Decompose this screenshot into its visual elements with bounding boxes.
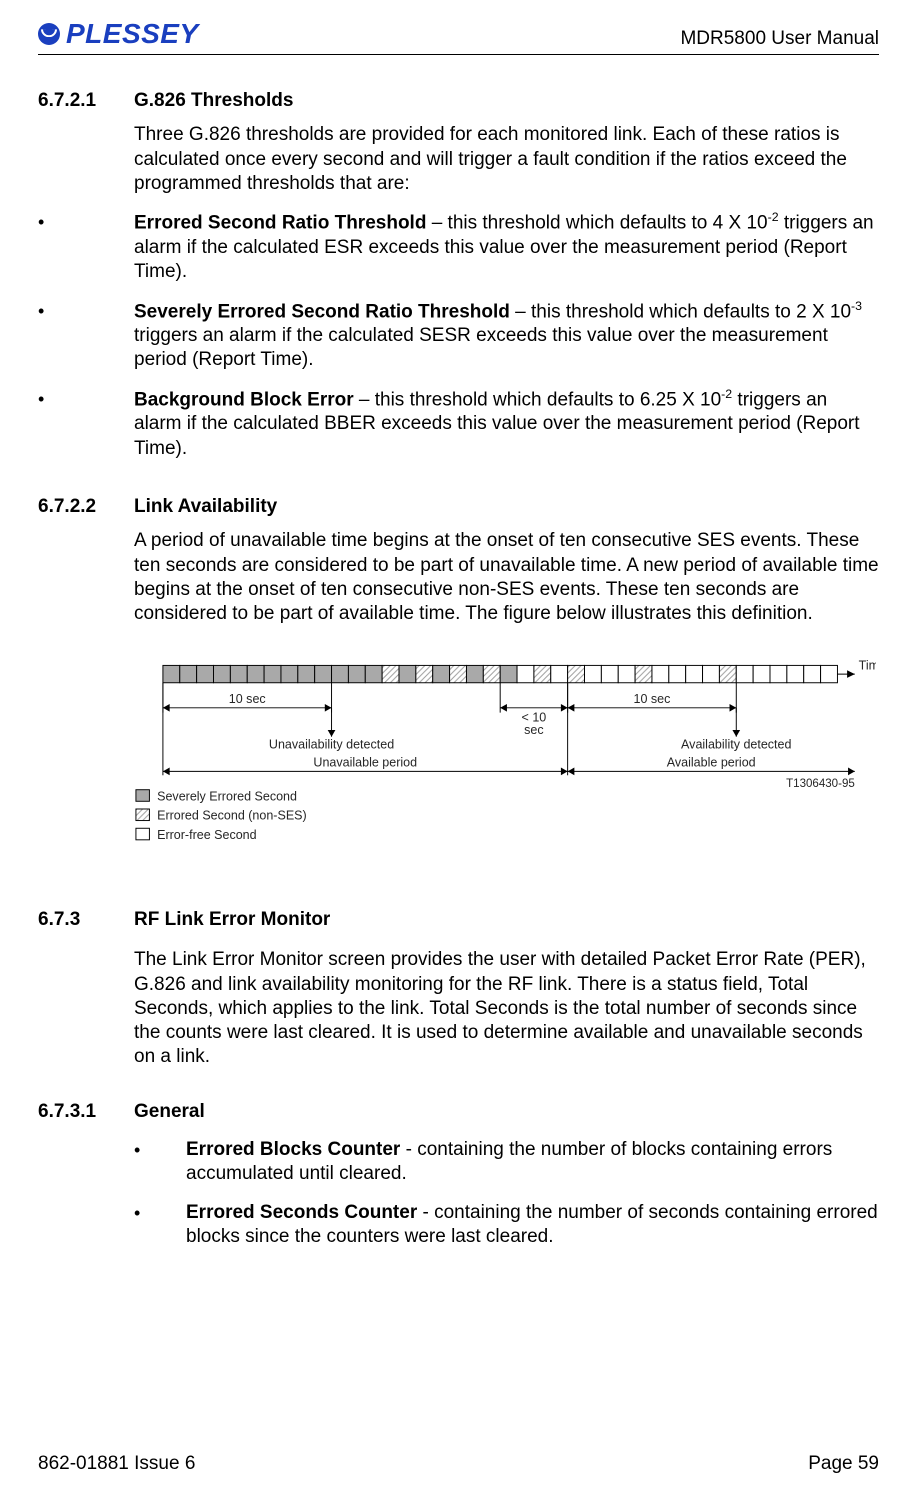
item-sup: -2: [768, 210, 779, 224]
page-header: PLESSEY MDR5800 User Manual: [38, 18, 879, 55]
general-list: • Errored Blocks Counter - containing th…: [38, 1138, 879, 1249]
list-item: • Errored Blocks Counter - containing th…: [134, 1138, 879, 1187]
logo-icon: [38, 23, 60, 45]
item-lead: Errored Blocks Counter: [186, 1139, 400, 1160]
list-item: • Severely Errored Second Ratio Threshol…: [38, 299, 879, 373]
svg-text:Time: Time: [859, 658, 876, 672]
list-item-text: Errored Second Ratio Threshold – this th…: [134, 210, 879, 284]
section-title: G.826 Thresholds: [134, 89, 293, 113]
list-item: • Errored Second Ratio Threshold – this …: [38, 210, 879, 284]
page-footer: 862-01881 Issue 6 Page 59: [38, 1453, 879, 1475]
svg-text:Errored Second (non-SES): Errored Second (non-SES): [157, 808, 307, 822]
section-3-body: The Link Error Monitor screen provides t…: [134, 948, 879, 1070]
svg-text:10 sec: 10 sec: [229, 692, 266, 706]
section-6-7-2-2-heading: 6.7.2.2 Link Availability: [38, 495, 879, 519]
svg-text:Error-free Second: Error-free Second: [157, 827, 257, 841]
svg-text:Unavailable period: Unavailable period: [313, 755, 417, 769]
item-text-b: triggers an alarm if the calculated SESR…: [134, 325, 828, 370]
footer-left: 862-01881 Issue 6: [38, 1453, 195, 1475]
bullet-icon: •: [38, 210, 134, 231]
item-sup: -2: [721, 387, 732, 401]
item-text-a: – this threshold which defaults to 4 X 1…: [426, 213, 767, 234]
section-number: 6.7.3: [38, 908, 134, 932]
svg-text:sec: sec: [524, 722, 543, 736]
item-sup: -3: [851, 299, 862, 313]
section-title: Link Availability: [134, 495, 277, 519]
section-title: General: [134, 1100, 205, 1124]
item-lead: Severely Errored Second Ratio Threshold: [134, 301, 510, 322]
bullet-icon: •: [38, 299, 134, 320]
link-availability-figure: Time10 sec< 10sec10 secUnavailability de…: [134, 655, 879, 890]
section-6-7-2-1-heading: 6.7.2.1 G.826 Thresholds: [38, 89, 879, 113]
section-number: 6.7.2.2: [38, 495, 134, 519]
svg-text:Available period: Available period: [667, 755, 756, 769]
section-title: RF Link Error Monitor: [134, 908, 330, 932]
list-item-text: Errored Seconds Counter - containing the…: [186, 1201, 879, 1250]
svg-text:Severely Errored Second: Severely Errored Second: [157, 789, 297, 803]
section-number: 6.7.2.1: [38, 89, 134, 113]
svg-text:T1306430-95: T1306430-95: [786, 777, 855, 789]
item-lead: Background Block Error: [134, 389, 354, 410]
logo-text: PLESSEY: [66, 18, 199, 50]
list-item-text: Errored Blocks Counter - containing the …: [186, 1138, 879, 1187]
section-6-7-3-1-heading: 6.7.3.1 General: [38, 1100, 879, 1124]
section-6-7-3-heading: 6.7.3 RF Link Error Monitor: [38, 908, 879, 932]
logo: PLESSEY: [38, 18, 199, 50]
threshold-list: • Errored Second Ratio Threshold – this …: [38, 210, 879, 461]
doc-title: MDR5800 User Manual: [680, 28, 879, 50]
item-lead: Errored Seconds Counter: [186, 1202, 417, 1223]
footer-right: Page 59: [808, 1453, 879, 1475]
list-item-text: Severely Errored Second Ratio Threshold …: [134, 299, 879, 373]
bullet-icon: •: [134, 1201, 186, 1222]
section-2-body: A period of unavailable time begins at t…: [134, 529, 879, 626]
item-text-a: – this threshold which defaults to 2 X 1…: [510, 301, 851, 322]
item-lead: Errored Second Ratio Threshold: [134, 213, 426, 234]
bullet-icon: •: [38, 387, 134, 408]
section-1-intro: Three G.826 thresholds are provided for …: [134, 123, 879, 196]
section-number: 6.7.3.1: [38, 1100, 134, 1124]
list-item: • Errored Seconds Counter - containing t…: [134, 1201, 879, 1250]
item-text-a: – this threshold which defaults to 6.25 …: [354, 389, 722, 410]
svg-text:10 sec: 10 sec: [634, 692, 671, 706]
bullet-icon: •: [134, 1138, 186, 1159]
list-item: • Background Block Error – this threshol…: [38, 387, 879, 461]
svg-text:Unavailability detected: Unavailability detected: [269, 737, 394, 751]
svg-text:Availability detected: Availability detected: [681, 737, 791, 751]
list-item-text: Background Block Error – this threshold …: [134, 387, 879, 461]
